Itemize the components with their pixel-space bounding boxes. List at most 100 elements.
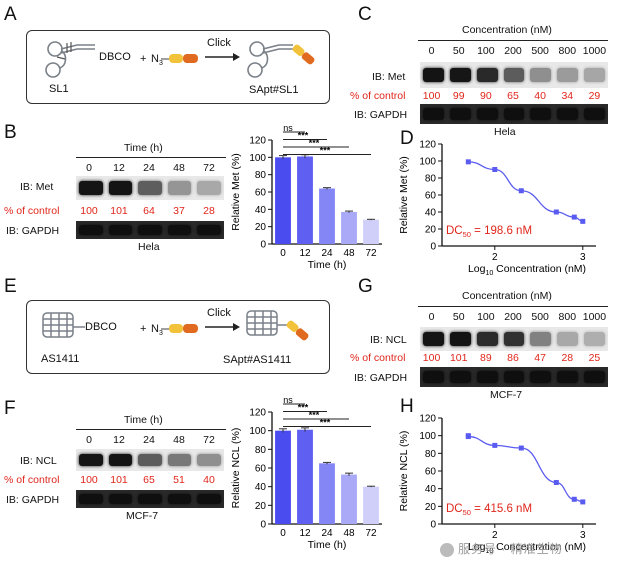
c-ib-loading: IB: GAPDH xyxy=(354,109,408,121)
h-chart-dc50-prefix: DC xyxy=(446,503,463,515)
h-chart-point-4 xyxy=(553,479,559,485)
azide-n: N xyxy=(151,53,159,65)
b-chart-ytick-label-6: 120 xyxy=(249,136,266,147)
panel-b-label: B xyxy=(4,122,17,143)
b-chart-ylabel: Relative Met (%) xyxy=(230,153,242,231)
b-chart-xtick-label-3: 48 xyxy=(343,248,355,259)
c-gapdh-band-3 xyxy=(503,108,525,120)
reagent-dbco: DBCO xyxy=(99,51,131,63)
h-chart-dc50-sub: 50 xyxy=(463,508,471,517)
f-percent-label: % of control xyxy=(4,474,60,486)
d-chart-point-1 xyxy=(492,167,498,172)
b-time-0: 0 xyxy=(86,162,92,174)
d-chart-ytick-label-4: 80 xyxy=(425,174,437,185)
g-pct-2: 89 xyxy=(480,352,492,364)
f-gapdh-band-4 xyxy=(197,493,221,505)
d-chart-xlabel: Log10 Concentration (nM) xyxy=(468,263,586,276)
f-chart-xtick-label-2: 24 xyxy=(321,528,333,539)
linker-warhead-icon xyxy=(161,54,198,63)
c-conc-2: 100 xyxy=(477,45,495,57)
c-conc-3: 200 xyxy=(504,45,522,57)
c-met-band-2 xyxy=(476,67,498,83)
c-gapdh-band-6 xyxy=(584,108,605,120)
h-chart-ytick-label-6: 120 xyxy=(419,414,436,425)
f-chart-bar-1 xyxy=(297,429,313,524)
h-chart-xtick-label-1: 3 xyxy=(580,530,586,541)
f-ib-loading: IB: GAPDH xyxy=(6,494,60,506)
f-chart-sig-label-1: *** xyxy=(298,403,309,413)
f-chart-ylabel: Relative NCL (%) xyxy=(230,428,242,509)
g-gapdh-band-1 xyxy=(449,371,471,383)
h-chart-ytick-label-3: 60 xyxy=(425,467,437,478)
b-chart-sig-label-0: ns xyxy=(283,123,293,133)
c-pct-1: 99 xyxy=(452,90,465,102)
g-gapdh-band-0 xyxy=(423,371,444,383)
watermark-text: 服务号 · 精准生物 xyxy=(458,542,563,556)
b-gapdh-band-2 xyxy=(138,224,162,236)
azide-n-e: N xyxy=(151,323,159,335)
h-chart-point-2 xyxy=(492,442,498,448)
b-chart-ytick-label-0: 0 xyxy=(260,240,266,251)
f-chart-bar-4 xyxy=(363,486,379,524)
f-pct-1: 101 xyxy=(110,474,128,486)
c-pct-0: 100 xyxy=(422,90,441,102)
f-ncl-band-0 xyxy=(79,453,103,467)
d-chart-xlabel-prefix: Log xyxy=(468,263,486,275)
b-met-band-1 xyxy=(108,181,133,195)
f-chart-ytick-label-5: 100 xyxy=(249,426,266,437)
g-ncl-band-2 xyxy=(476,332,498,346)
arrow-right-icon-e xyxy=(205,323,240,331)
g-conc-5: 800 xyxy=(558,311,577,323)
c-pct-6: 29 xyxy=(588,90,601,102)
click-label-a: Click xyxy=(207,37,231,49)
c-conc-4: 500 xyxy=(531,45,549,57)
f-time-4: 72 xyxy=(203,434,215,446)
d-chart-point-5 xyxy=(580,218,586,224)
b-chart-sig-label-2: *** xyxy=(309,138,320,148)
b-chart-xtick-label-4: 72 xyxy=(365,248,377,259)
b-gapdh-band-4 xyxy=(197,224,221,236)
d-chart-point-3 xyxy=(553,209,559,215)
d-chart-ytick-label-0: 0 xyxy=(430,242,436,253)
b-time-3: 48 xyxy=(173,162,185,174)
f-ib-target: IB: NCL xyxy=(20,455,57,467)
h-chart-ytick-label-5: 100 xyxy=(419,431,436,442)
f-pct-2: 65 xyxy=(143,474,155,486)
d-chart-xlabel-sub: 10 xyxy=(485,270,493,276)
g-percent-label: % of control xyxy=(350,352,406,364)
c-cell-line: Hela xyxy=(494,126,516,138)
c-conc-1: 50 xyxy=(452,45,465,57)
f-chart-xtick-label-4: 72 xyxy=(365,528,377,539)
f-gapdh-band-1 xyxy=(108,493,133,505)
d-chart-xlabel-suffix: Concentration (nM) xyxy=(493,263,586,275)
g-pct-0: 100 xyxy=(422,352,441,364)
f-time-2: 24 xyxy=(143,434,155,446)
c-met-blot xyxy=(420,62,608,88)
panel-h-label: H xyxy=(400,396,414,417)
g-conc-title: Concentration (nM) xyxy=(462,290,552,302)
f-ncl-band-2 xyxy=(138,453,162,467)
c-ib-target: IB: Met xyxy=(372,71,406,83)
b-chart-bar-1 xyxy=(297,156,313,244)
f-chart-sig-label-3: *** xyxy=(320,418,331,428)
b-time-row: 0 12 24 48 72 xyxy=(74,162,224,176)
c-met-band-6 xyxy=(584,67,605,83)
g-ncl-band-0 xyxy=(423,332,444,346)
panel-f-label: F xyxy=(4,398,16,419)
c-pct-2: 90 xyxy=(480,90,492,102)
b-chart-sig-label-3: *** xyxy=(320,146,331,156)
f-time-rule xyxy=(76,429,226,431)
g-ncl-band-1 xyxy=(449,332,471,346)
d-chart-point-0 xyxy=(465,159,471,165)
f-percent-row: 100 101 65 51 40 xyxy=(74,474,224,488)
g-conc-0: 0 xyxy=(428,311,435,323)
c-met-band-3 xyxy=(503,67,525,83)
f-gapdh-band-3 xyxy=(167,493,192,505)
f-ncl-band-3 xyxy=(167,453,192,467)
f-chart-ytick-label-1: 20 xyxy=(255,501,267,512)
b-ib-loading: IB: GAPDH xyxy=(6,225,60,237)
c-gapdh-band-1 xyxy=(449,108,471,120)
g-ib-target: IB: NCL xyxy=(370,334,407,346)
b-chart-xtick-label-0: 0 xyxy=(280,248,286,259)
b-chart-ytick-label-2: 40 xyxy=(255,205,267,216)
